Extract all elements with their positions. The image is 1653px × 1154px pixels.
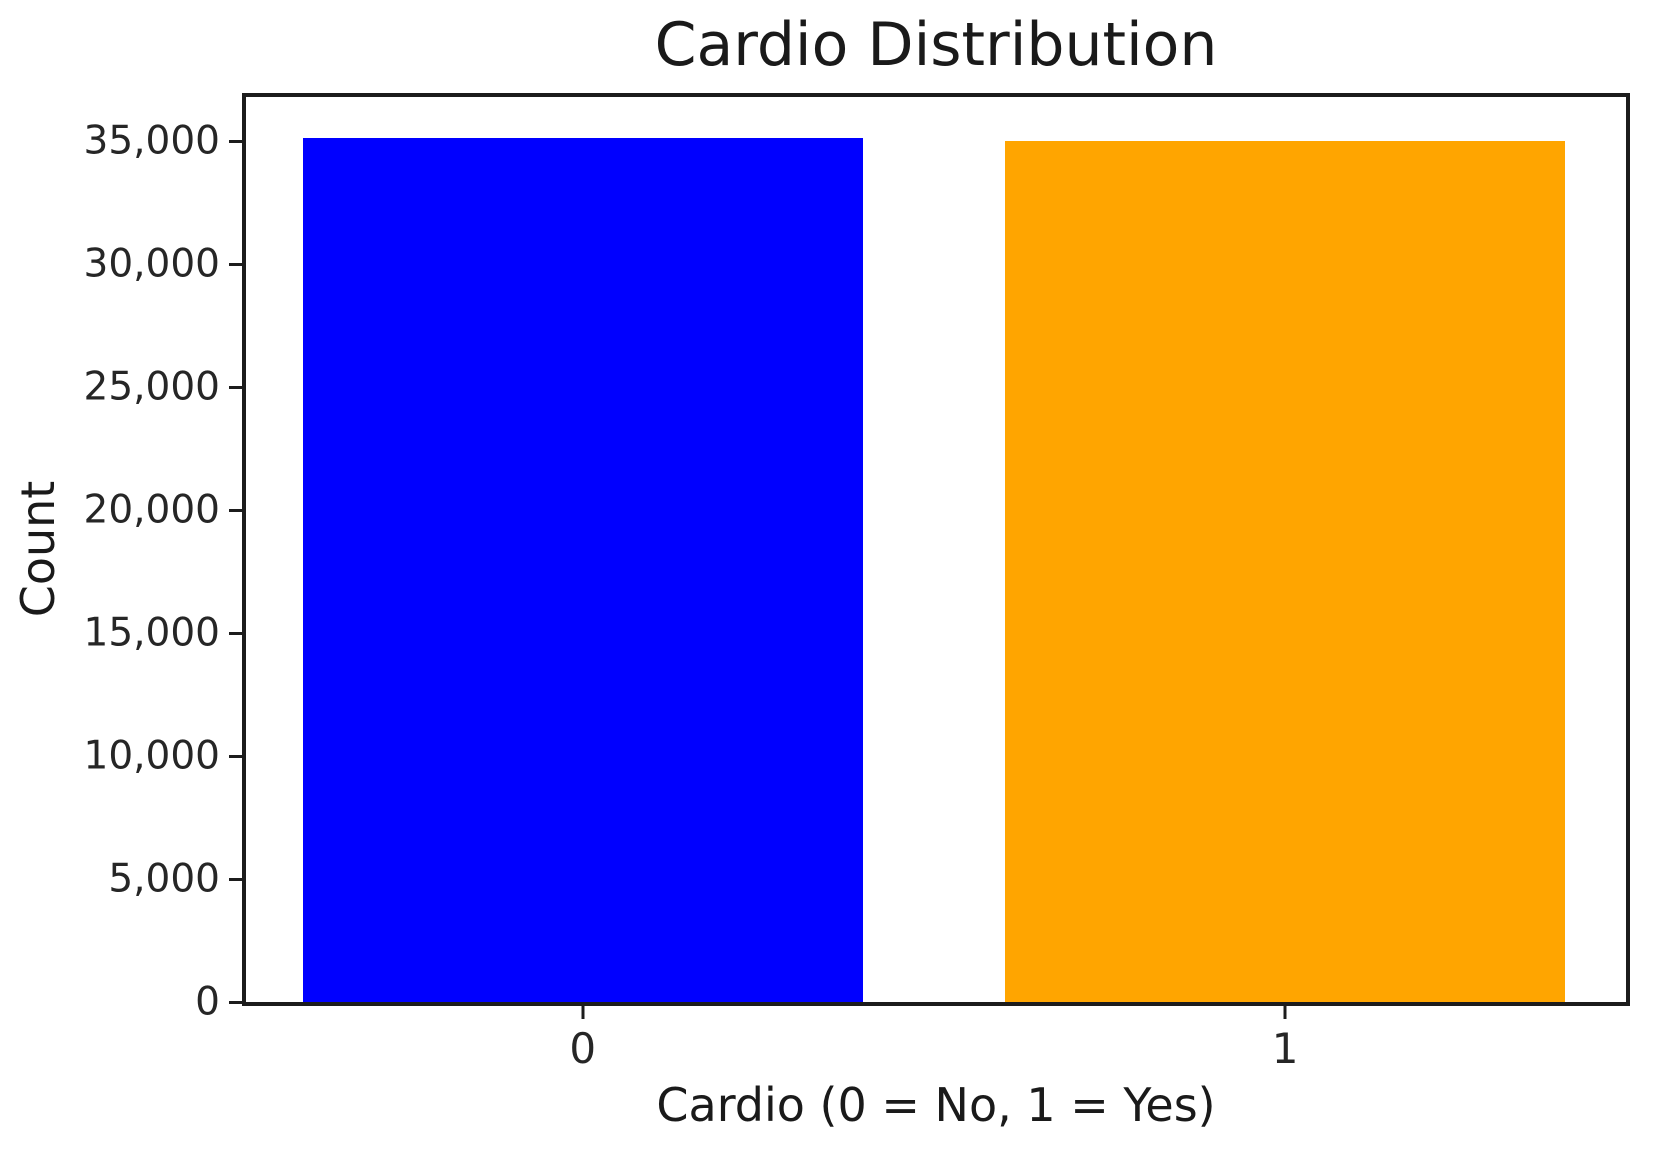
bar-cardio-1 xyxy=(1005,141,1566,1002)
y-tick-mark-0 xyxy=(229,1000,242,1004)
y-tick-mark-20000 xyxy=(229,508,242,512)
bar-cardio-0 xyxy=(302,137,863,1002)
y-tick-mark-10000 xyxy=(229,754,242,758)
y-axis-label: Count xyxy=(11,480,65,618)
y-tick-label-15000: 15,000 xyxy=(83,610,220,656)
y-tick-mark-25000 xyxy=(229,385,242,389)
y-tick-mark-5000 xyxy=(229,877,242,881)
y-tick-label-5000: 5,000 xyxy=(108,856,220,902)
y-tick-label-10000: 10,000 xyxy=(83,733,220,779)
y-tick-label-35000: 35,000 xyxy=(83,118,220,164)
plot-area: 0 1 0 5,000 10,000 15,000 20,000 25,000 30,000 35… xyxy=(84,93,1630,1070)
y-tick-label-30000: 30,000 xyxy=(83,241,220,287)
x-tick-label-0: 0 xyxy=(569,1024,597,1073)
y-tick-label-25000: 25,000 xyxy=(83,364,220,410)
y-tick-mark-35000 xyxy=(229,139,242,143)
y-tick-label-20000: 20,000 xyxy=(83,487,220,533)
x-tick-label-1: 1 xyxy=(1271,1024,1299,1073)
y-tick-mark-15000 xyxy=(229,631,242,635)
x-axis-label: Cardio (0 = No, 1 = Yes) xyxy=(656,1078,1216,1132)
x-tick-mark-0 xyxy=(581,1006,585,1019)
chart-title: Cardio Distribution xyxy=(654,10,1218,80)
y-tick-label-0: 0 xyxy=(195,979,220,1025)
x-tick-mark-1 xyxy=(1283,1006,1287,1019)
y-tick-mark-30000 xyxy=(229,262,242,266)
